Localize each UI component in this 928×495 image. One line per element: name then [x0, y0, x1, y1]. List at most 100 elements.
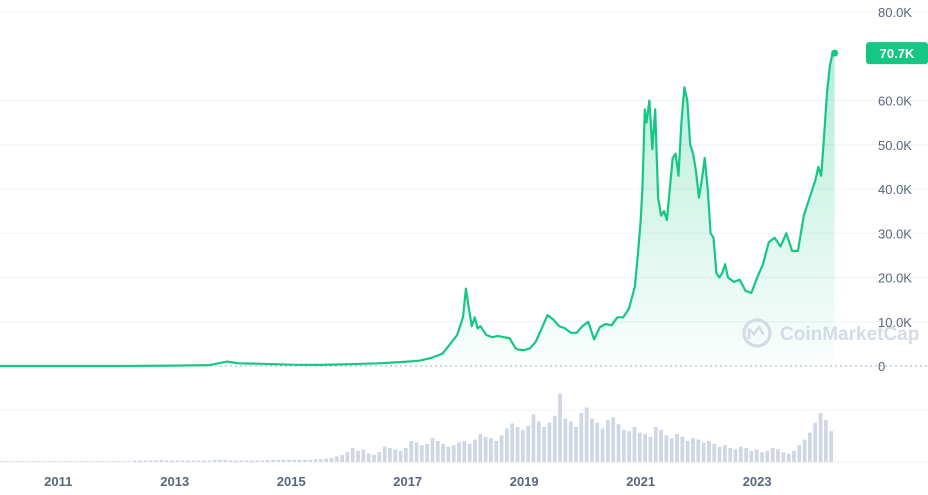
volume-bar: [765, 450, 770, 462]
volume-bar: [738, 446, 743, 462]
x-tick-label: 2019: [510, 474, 539, 489]
volume-bar: [101, 461, 105, 462]
volume-bar: [47, 461, 52, 462]
volume-bar: [303, 459, 307, 462]
coinmarketcap-logo-icon: [742, 318, 772, 348]
volume-bar: [547, 422, 552, 462]
volume-bar: [388, 448, 392, 462]
volume-bar: [441, 443, 445, 462]
volume-bar: [648, 436, 653, 462]
volume-bar: [664, 435, 669, 462]
x-axis-labels: 2011 2013 2015 2017 2019 2021 2023: [44, 474, 771, 489]
volume-bar: [691, 438, 695, 462]
volume-bar: [180, 460, 185, 462]
volume-bar: [148, 460, 153, 462]
volume-bar: [271, 459, 275, 462]
x-tick-label: 2021: [626, 474, 655, 489]
current-price-tag: 70.7K: [866, 42, 928, 65]
volume-bar: [489, 438, 493, 462]
volume-bar: [643, 434, 647, 462]
volume-bar: [579, 413, 584, 462]
volume-bar: [196, 460, 201, 462]
volume-bar: [717, 446, 722, 462]
volume-bar: [584, 407, 589, 462]
volume-bar: [175, 460, 180, 462]
volume-bar: [350, 448, 355, 462]
volume-bar: [728, 448, 733, 462]
x-tick-label: 2013: [160, 474, 189, 489]
volume-bar: [483, 436, 488, 462]
volume-bar: [659, 429, 663, 462]
volume-bar: [616, 424, 621, 462]
volume-bar: [430, 438, 435, 462]
volume-bar: [510, 423, 515, 462]
volume-bar: [770, 448, 775, 462]
volume-bar: [202, 460, 206, 462]
volume-bar: [462, 441, 467, 462]
volume-bar: [749, 450, 754, 462]
volume-bar: [297, 459, 302, 462]
volume-bar: [813, 422, 818, 462]
current-price-badge: [866, 42, 928, 65]
volume-bar: [79, 461, 84, 462]
volume-bar: [829, 431, 834, 462]
volume-bar: [21, 461, 25, 462]
volume-bar: [5, 461, 10, 462]
volume-bar: [318, 459, 323, 462]
volume-bar: [228, 460, 233, 462]
volume-bar: [58, 461, 63, 462]
volume-bar: [776, 449, 780, 462]
volume-bar: [287, 459, 291, 462]
volume-bar: [451, 445, 456, 462]
volume-bar: [515, 427, 520, 462]
volume-bar: [802, 439, 807, 462]
volume-bar: [457, 442, 461, 462]
y-tick-label: 50.0K: [878, 138, 912, 153]
volume-bar: [446, 446, 451, 462]
volume-bar: [239, 460, 243, 462]
volume-bar: [111, 461, 116, 462]
x-tick-label: 2017: [393, 474, 422, 489]
volume-bar: [792, 450, 796, 462]
volume-bar: [404, 448, 408, 462]
volume-bar: [744, 448, 748, 462]
volume-bar: [823, 420, 828, 462]
grid-lines: [0, 11, 928, 463]
current-price-label: 70.7K: [880, 46, 915, 61]
volume-bar: [249, 460, 254, 462]
volume-bar: [345, 452, 350, 462]
volume-bar: [26, 461, 31, 462]
volume-bar: [308, 459, 313, 462]
volume-bar: [712, 443, 717, 462]
volume-bar: [473, 439, 477, 462]
volume-bar: [122, 461, 126, 462]
volume-bar: [542, 427, 546, 462]
volume-bar: [696, 439, 701, 462]
price-series-line: [0, 50, 836, 368]
volume-bar: [281, 459, 286, 462]
volume-bar: [85, 461, 89, 462]
volume-bar: [574, 427, 578, 462]
volume-bar: [685, 441, 690, 462]
volume-bar: [606, 420, 610, 462]
volume-bar: [707, 441, 711, 462]
volume-bar: [701, 442, 706, 462]
volume-bar: [42, 461, 47, 462]
volume-bar: [356, 450, 360, 462]
volume-bar: [90, 461, 95, 462]
volume-bar: [435, 441, 440, 462]
volume-bar: [621, 429, 626, 462]
volume-bar: [244, 460, 249, 462]
volume-bar: [69, 461, 73, 462]
volume-bar: [536, 421, 541, 462]
volume-bar: [138, 460, 142, 462]
volume-bar: [669, 438, 674, 462]
volume-bar: [377, 452, 382, 462]
volume-bar: [467, 443, 472, 462]
volume-bar: [207, 460, 212, 462]
volume-bar: [627, 431, 632, 462]
volume-bar: [526, 425, 531, 462]
y-tick-label: 40.0K: [878, 182, 912, 197]
x-tick-label: 2011: [44, 474, 72, 489]
volume-bar: [414, 442, 419, 462]
